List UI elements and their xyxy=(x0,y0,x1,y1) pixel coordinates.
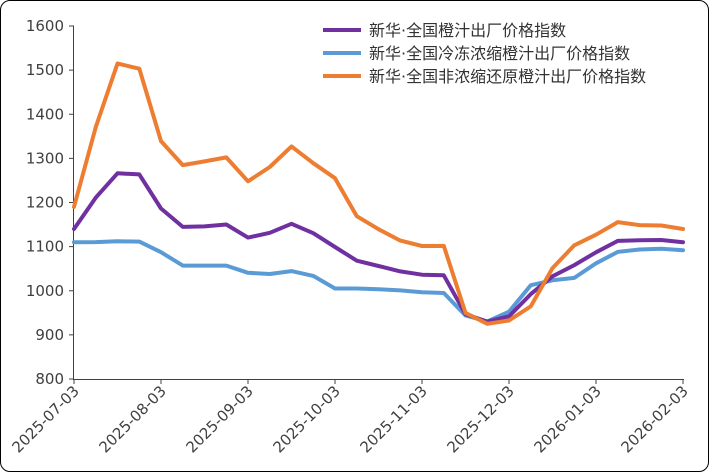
series-lines xyxy=(72,61,685,326)
series-line-2 xyxy=(72,239,685,324)
legend-label: 新华·全国非浓缩还原橙汁出厂价格指数 xyxy=(369,67,646,86)
y-tick-label: 800 xyxy=(35,370,64,388)
y-tick-label: 1000 xyxy=(26,282,64,300)
x-tick-label: 2025-08-03 xyxy=(95,382,169,456)
series-line-3 xyxy=(72,61,685,326)
y-tick-label: 1200 xyxy=(26,194,64,212)
legend-label: 新华·全国冷冻浓缩橙汁出厂价格指数 xyxy=(369,44,630,63)
x-tick-label: 2026-01-03 xyxy=(530,382,604,456)
x-tick-label: 2026-02-03 xyxy=(617,382,691,456)
y-tick-label: 1300 xyxy=(26,149,64,167)
legend: 新华·全国橙汁出厂价格指数新华·全国冷冻浓缩橙汁出厂价格指数新华·全国非浓缩还原… xyxy=(323,21,646,86)
y-tick-label: 1500 xyxy=(26,61,64,79)
y-axis-ticks: 800 900 1000 1100 1200 1300 1400 1500 1600 xyxy=(26,17,74,388)
y-tick-label: 1600 xyxy=(26,17,64,35)
x-axis-ticks: 2025-07-03 2025-08-03 2025-09-03 2025-10-03… xyxy=(8,379,692,456)
y-tick-label: 1400 xyxy=(26,105,64,123)
x-tick-label: 2025-10-03 xyxy=(269,382,343,456)
x-tick-label: 2025-09-03 xyxy=(182,382,256,456)
series-line-1 xyxy=(72,171,685,324)
y-tick-label: 900 xyxy=(35,326,64,344)
x-tick-label: 2025-07-03 xyxy=(8,382,82,456)
x-tick-label: 2025-12-03 xyxy=(443,382,517,456)
y-tick-label: 1100 xyxy=(26,238,64,256)
legend-label: 新华·全国橙汁出厂价格指数 xyxy=(369,21,566,40)
x-tick-label: 2025-11-03 xyxy=(356,382,430,456)
